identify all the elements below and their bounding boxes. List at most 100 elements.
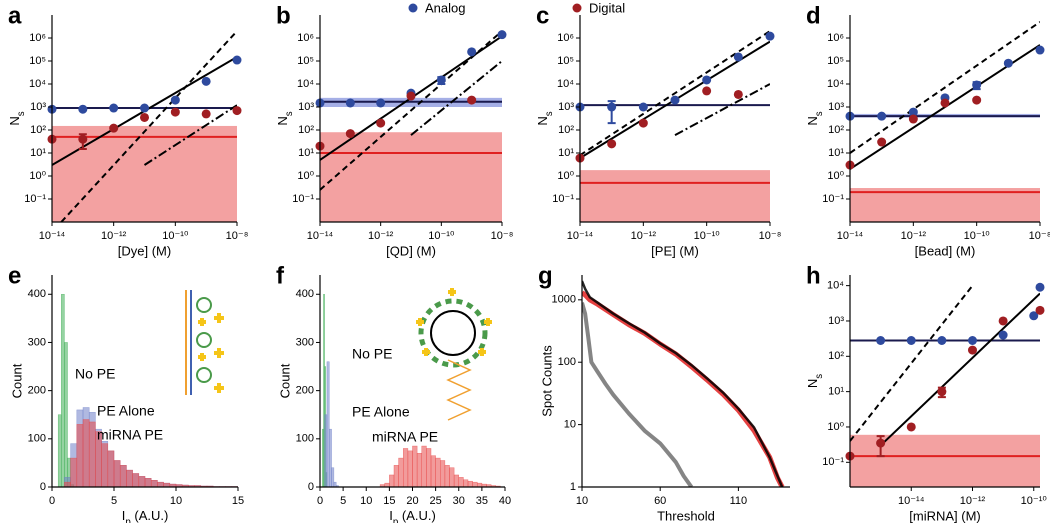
x-axis-label-part: (A.U.) [131, 508, 169, 523]
x-axis-label-part: p [393, 517, 399, 523]
series-line [582, 280, 784, 487]
x-tick-label: 15 [383, 495, 395, 507]
x-tick-label: 10⁻⁸ [491, 230, 514, 242]
y-axis-label: Ns [805, 111, 825, 125]
series-annotation: No PE [75, 366, 115, 382]
y-tick-label: 10¹ [828, 147, 844, 159]
series-annotation: PE Alone [97, 403, 155, 419]
x-axis-label-part: p [125, 517, 131, 523]
x-tick-label: 10⁻¹⁴ [567, 230, 594, 242]
y-tick-label: 10¹ [30, 147, 46, 159]
series-annotation: miRNA PE [372, 429, 438, 445]
x-tick-label: 10⁻¹⁴ [307, 230, 334, 242]
y-axis-label: Ns [535, 111, 555, 125]
x-tick-label: 10⁻¹⁴ [39, 230, 66, 242]
point [1003, 58, 1013, 68]
y-tick-label: 10⁰ [557, 170, 574, 182]
y-tick-label: 10⁻¹ [822, 193, 844, 205]
panel-letter: e [8, 262, 21, 289]
hist-bar [76, 424, 84, 487]
hist-bar [407, 450, 413, 487]
point [972, 95, 982, 105]
inset-cross [416, 288, 492, 356]
hist-bar [333, 481, 337, 487]
y-tick-label: 10⁻¹ [552, 193, 574, 205]
x-tick-label: 10⁻¹⁰ [1021, 495, 1048, 507]
hist-bar [453, 474, 459, 487]
y-tick-label: 300 [296, 336, 314, 348]
y-tick-label: 10⁻¹ [24, 193, 46, 205]
point [345, 129, 355, 139]
point [702, 75, 712, 85]
point [170, 95, 180, 105]
x-tick-label: 10⁻¹² [901, 230, 927, 242]
point [937, 387, 947, 397]
inset-e [185, 290, 224, 395]
y-tick-label: 10¹ [558, 147, 574, 159]
y-tick-label: 10⁰ [827, 421, 844, 433]
point [109, 103, 119, 113]
plot-area [850, 285, 1040, 487]
y-tick-label: 10³ [828, 101, 844, 113]
point [345, 98, 355, 108]
y-tick-label: 10 [564, 419, 576, 431]
hist-bar [57, 414, 62, 487]
x-axis-label: Ip (A.U.) [389, 508, 436, 523]
hist-bar [107, 450, 115, 487]
hist-bar [61, 294, 65, 487]
point [232, 55, 242, 65]
y-axis-label-part: N [805, 116, 820, 125]
y-axis-label: Ns [275, 111, 295, 125]
x-tick-label: 10⁻¹⁴ [898, 495, 925, 507]
point [140, 103, 149, 113]
x-tick-label: 10⁻⁸ [226, 230, 249, 242]
y-tick-label: 10⁵ [297, 55, 314, 67]
hist-bar [467, 480, 473, 487]
point [967, 336, 977, 346]
y-tick-label: 10² [828, 350, 844, 362]
x-tick-label: 5 [111, 495, 117, 507]
hist-bar [82, 419, 90, 487]
x-tick-label: 35 [476, 495, 488, 507]
y-tick-label: 10⁶ [297, 32, 314, 44]
x-tick-label: 10⁻¹⁰ [964, 230, 991, 242]
x-axis-label: [miRNA] (M) [909, 508, 981, 523]
hist-bar [326, 361, 330, 487]
y-tick-label: 10⁵ [827, 55, 844, 67]
x-tick-label: 10⁻⁸ [759, 230, 782, 242]
y-tick-label: 10³ [30, 101, 46, 113]
y-tick-label: 0 [308, 481, 314, 493]
point [972, 80, 982, 90]
hist-bar [463, 479, 469, 487]
point [937, 336, 947, 346]
fit-line [674, 83, 770, 136]
fit-line [850, 21, 1040, 154]
y-tick-label: 10⁻¹ [292, 193, 314, 205]
point [1035, 305, 1045, 315]
hist-bar [389, 474, 395, 487]
x-axis-label: Ip (A.U.) [122, 508, 169, 523]
hist-bar [403, 448, 409, 487]
legend-marker [572, 3, 582, 13]
series-line [582, 302, 694, 487]
hist-bar [101, 443, 109, 487]
point [497, 30, 507, 40]
plot-area [322, 294, 501, 487]
y-tick-label: 100 [28, 433, 46, 445]
hist-bar [150, 480, 158, 487]
x-axis-label-part: (A.U.) [398, 508, 436, 523]
y-tick-label: 10² [298, 124, 314, 136]
panel-letter: c [536, 2, 549, 29]
band [580, 170, 770, 222]
x-tick-label: 5 [340, 495, 346, 507]
y-tick-label: 10⁶ [29, 32, 46, 44]
hist-bar [398, 457, 404, 487]
y-tick-label: 200 [28, 385, 46, 397]
y-tick-label: 200 [296, 385, 314, 397]
inset-blob [196, 367, 212, 383]
plot-area [57, 294, 238, 487]
hist-bar [331, 467, 335, 487]
point [906, 422, 916, 432]
inset-blob [196, 332, 212, 348]
legend-label: Analog [425, 0, 465, 15]
